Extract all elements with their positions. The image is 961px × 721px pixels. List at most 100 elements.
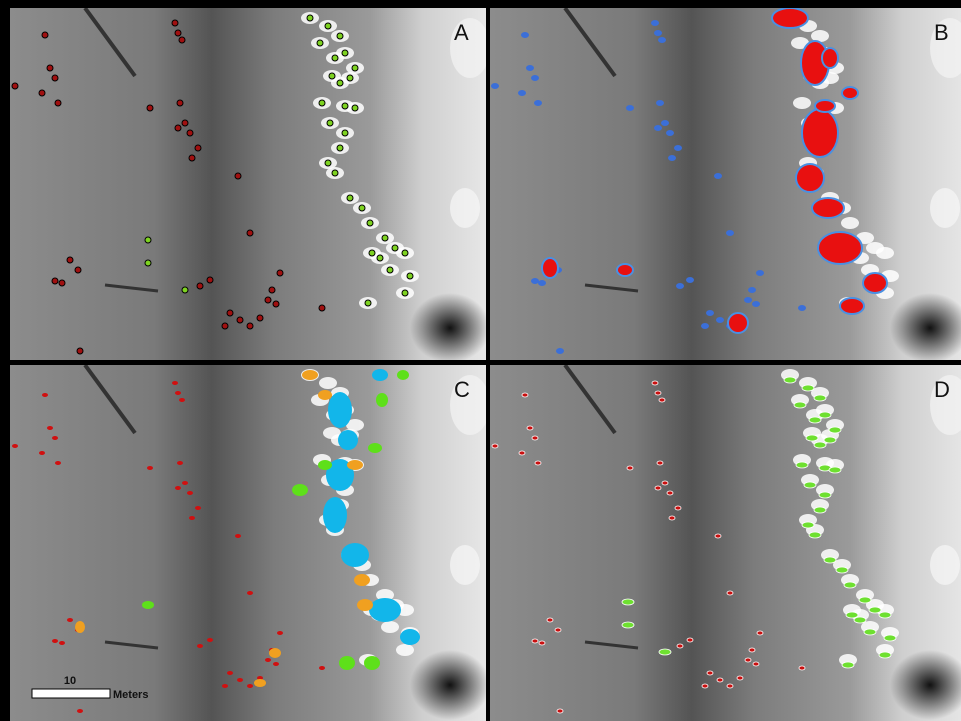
orange-segment: [254, 679, 266, 687]
blue-segment: [534, 100, 542, 106]
green-point: [342, 103, 348, 109]
green-segment: [659, 649, 671, 655]
red-segment: [737, 676, 743, 680]
red-polygon: [822, 48, 838, 68]
panel-label: A: [454, 20, 469, 45]
red-point: [237, 317, 243, 323]
red-segment: [265, 658, 271, 662]
green-segment: [819, 492, 831, 498]
green-point: [145, 260, 151, 266]
blue-segment: [658, 37, 666, 43]
green-point: [342, 50, 348, 56]
red-segment: [67, 618, 73, 622]
red-segment: [659, 398, 665, 402]
green-segment: [819, 412, 831, 418]
red-segment: [237, 678, 243, 682]
red-segment: [319, 666, 325, 670]
blue-segment: [666, 130, 674, 136]
red-point: [177, 100, 183, 106]
red-point: [42, 32, 48, 38]
red-point: [55, 100, 61, 106]
green-point: [382, 235, 388, 241]
green-segment: [814, 442, 826, 448]
red-point: [77, 348, 83, 354]
blue-segment: [744, 297, 752, 303]
bright-patch: [319, 377, 337, 389]
panel-c: [10, 365, 490, 721]
red-point: [195, 145, 201, 151]
red-polygon: [815, 100, 835, 112]
cyan-segment: [400, 629, 420, 645]
green-segment: [397, 370, 409, 380]
green-segment: [804, 482, 816, 488]
green-segment: [364, 656, 380, 670]
green-segment: [844, 582, 856, 588]
red-segment: [147, 466, 153, 470]
red-polygon: [812, 198, 844, 218]
blue-segment: [626, 105, 634, 111]
green-point: [145, 237, 151, 243]
red-segment: [227, 671, 233, 675]
red-polygon: [840, 298, 864, 314]
red-point: [182, 120, 188, 126]
green-segment: [368, 443, 382, 453]
green-segment: [376, 393, 388, 407]
green-point: [359, 205, 365, 211]
green-segment: [884, 635, 896, 641]
green-segment: [836, 567, 848, 573]
green-point: [325, 23, 331, 29]
green-segment: [622, 599, 634, 605]
green-point: [317, 40, 323, 46]
green-point: [337, 80, 343, 86]
red-segment: [277, 631, 283, 635]
orange-segment: [318, 390, 332, 400]
scale-bar: [32, 689, 110, 698]
orange-segment: [302, 370, 318, 380]
red-segment: [175, 486, 181, 490]
blue-segment: [714, 173, 722, 179]
blue-segment: [706, 310, 714, 316]
red-segment: [247, 591, 253, 595]
red-segment: [799, 666, 805, 670]
blue-segment: [654, 30, 662, 36]
red-segment: [662, 481, 668, 485]
blue-segment: [526, 65, 534, 71]
blue-segment: [686, 277, 694, 283]
red-point: [175, 30, 181, 36]
red-point: [172, 20, 178, 26]
red-segment: [675, 506, 681, 510]
red-polygon: [863, 273, 887, 293]
bright-patch: [876, 247, 894, 259]
cyan-segment: [369, 598, 401, 622]
red-polygon: [772, 8, 808, 28]
red-point: [39, 90, 45, 96]
green-point: [402, 290, 408, 296]
green-point: [365, 300, 371, 306]
red-segment: [702, 684, 708, 688]
green-point: [352, 105, 358, 111]
red-point: [257, 315, 263, 321]
green-point: [337, 33, 343, 39]
green-segment: [829, 427, 841, 433]
scale-unit: Meters: [113, 689, 148, 701]
green-point: [377, 255, 383, 261]
bright-patch: [396, 644, 414, 656]
red-segment: [707, 671, 713, 675]
red-point: [187, 130, 193, 136]
blue-segment: [531, 75, 539, 81]
green-segment: [292, 484, 308, 496]
blue-segment: [674, 145, 682, 151]
orange-segment: [357, 599, 373, 611]
blue-segment: [716, 317, 724, 323]
red-segment: [657, 461, 663, 465]
blue-segment: [531, 278, 539, 284]
red-polygon: [796, 164, 824, 192]
green-point: [347, 75, 353, 81]
red-polygon: [842, 87, 858, 99]
blue-segment: [701, 323, 709, 329]
red-polygon: [617, 264, 633, 276]
green-segment: [142, 601, 154, 609]
red-segment: [177, 461, 183, 465]
red-point: [222, 323, 228, 329]
red-point: [67, 257, 73, 263]
